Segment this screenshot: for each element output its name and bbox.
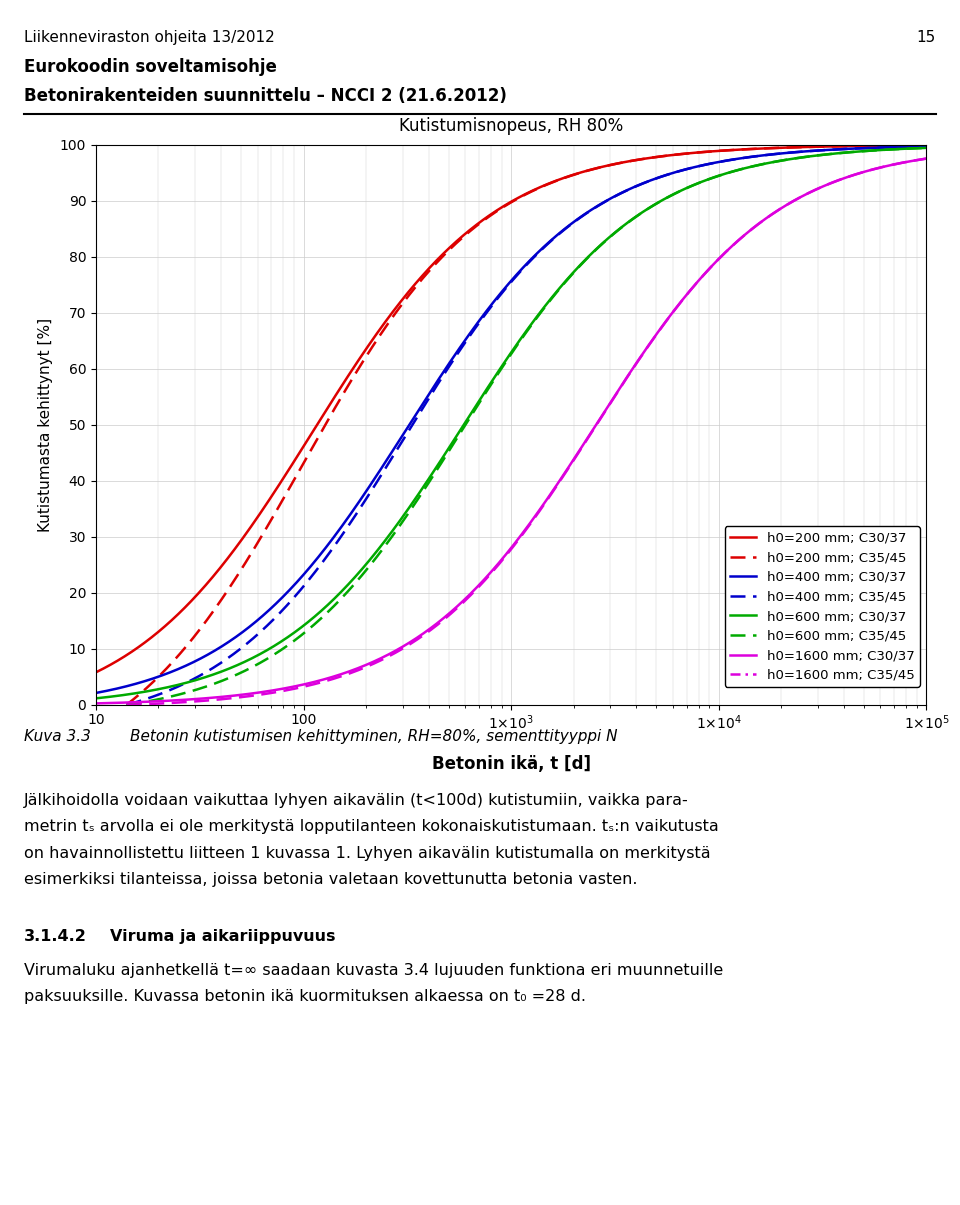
Text: Eurokoodin soveltamisohje: Eurokoodin soveltamisohje (24, 58, 276, 76)
Text: Betonin kutistumisen kehittyminen, RH=80%, sementtityyppi N: Betonin kutistumisen kehittyminen, RH=80… (130, 729, 617, 743)
Text: Jälkihoidolla voidaan vaikuttaa lyhyen aikavälin (t<100d) kutistumiin, vaikka pa: Jälkihoidolla voidaan vaikuttaa lyhyen a… (24, 793, 688, 807)
Text: Kuva 3.3: Kuva 3.3 (24, 729, 91, 743)
Text: 15: 15 (917, 30, 936, 45)
Text: 100: 100 (291, 713, 317, 728)
Text: 10: 10 (87, 713, 105, 728)
Text: metrin tₛ arvolla ei ole merkitystä lopputilanteen kokonaiskutistumaan. tₛ:n vai: metrin tₛ arvolla ei ole merkitystä lopp… (24, 819, 719, 834)
Legend: h0=200 mm; C30/37, h0=200 mm; C35/45, h0=400 mm; C30/37, h0=400 mm; C35/45, h0=6: h0=200 mm; C30/37, h0=200 mm; C35/45, h0… (725, 527, 920, 687)
Text: 3.1.4.2: 3.1.4.2 (24, 929, 86, 944)
Text: Virumaluku ajanhetkellä t=∞ saadaan kuvasta 3.4 lujuuden funktiona eri muunnetui: Virumaluku ajanhetkellä t=∞ saadaan kuva… (24, 963, 723, 977)
Text: on havainnollistettu liitteen 1 kuvassa 1. Lyhyen aikavälin kutistumalla on merk: on havainnollistettu liitteen 1 kuvassa … (24, 846, 710, 860)
Text: Betonirakenteiden suunnittelu – NCCI 2 (21.6.2012): Betonirakenteiden suunnittelu – NCCI 2 (… (24, 87, 507, 105)
Title: Kutistumisnopeus, RH 80%: Kutistumisnopeus, RH 80% (399, 117, 623, 135)
Y-axis label: Kutistumasta kehittynyt [%]: Kutistumasta kehittynyt [%] (38, 318, 53, 531)
Text: $1{\times}10^5$: $1{\times}10^5$ (903, 713, 949, 731)
Text: $1{\times}10^3$: $1{\times}10^3$ (489, 713, 534, 731)
Text: $1{\times}10^4$: $1{\times}10^4$ (696, 713, 742, 731)
Text: Betonin ikä, t [d]: Betonin ikä, t [d] (432, 756, 590, 774)
Text: Liikenneviraston ohjeita 13/2012: Liikenneviraston ohjeita 13/2012 (24, 30, 275, 45)
Text: esimerkiksi tilanteissa, joissa betonia valetaan kovettunutta betonia vasten.: esimerkiksi tilanteissa, joissa betonia … (24, 872, 637, 887)
Text: paksuuksille. Kuvassa betonin ikä kuormituksen alkaessa on t₀ =28 d.: paksuuksille. Kuvassa betonin ikä kuormi… (24, 989, 586, 1004)
Text: Viruma ja aikariippuvuus: Viruma ja aikariippuvuus (110, 929, 336, 944)
